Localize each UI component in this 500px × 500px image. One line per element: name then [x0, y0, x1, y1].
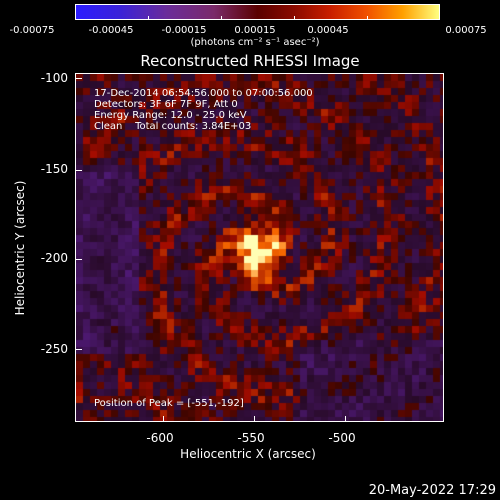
- plot-date-stamp: 20-May-2022 17:29: [368, 483, 496, 498]
- y-axis-tick: [76, 78, 82, 79]
- y-tick-label: -150: [40, 162, 68, 176]
- x-axis-tick: [163, 416, 164, 421]
- x-tick-label: -600: [146, 431, 174, 445]
- colorbar-tick-label: -0.00015: [161, 25, 207, 36]
- annotation-time: 17-Dec-2014 06:54:56.000 to 07:00:56.000: [94, 88, 313, 99]
- y-axis-tick: [76, 349, 82, 350]
- colorbar-tick-label: 0.00015: [234, 25, 276, 36]
- image-plot[interactable]: 17-Dec-2014 06:54:56.000 to 07:00:56.000…: [75, 73, 444, 422]
- annotation-detectors: Detectors: 3F 6F 7F 9F, Att 0: [94, 99, 238, 110]
- colorbar-tick: [148, 16, 149, 20]
- x-tick-label: -500: [328, 431, 356, 445]
- y-axis-tick: [76, 170, 82, 171]
- y-axis-tick: [76, 259, 82, 260]
- plot-title: Reconstructed RHESSI Image: [140, 52, 360, 70]
- y-axis-label: Heliocentric Y (arcsec): [13, 180, 27, 316]
- annotation-counts: Clean Total counts: 3.84E+03: [94, 121, 252, 132]
- x-axis-tick: [254, 416, 255, 421]
- colorbar-units: (photons cm⁻² s⁻¹ asec⁻²): [190, 37, 320, 48]
- colorbar-tick-label: -0.00045: [88, 25, 134, 36]
- colorbar-tick-label: -0.00075: [9, 25, 55, 36]
- rhessi-image-map: [76, 74, 443, 421]
- x-tick-label: -550: [237, 431, 265, 445]
- y-tick-label: -100: [40, 71, 68, 85]
- colorbar: [75, 4, 440, 20]
- x-axis-tick: [345, 416, 346, 421]
- colorbar-tick-label: 0.00075: [445, 25, 487, 36]
- y-tick-label: -200: [40, 251, 68, 265]
- colorbar-tick: [221, 16, 222, 20]
- y-tick-label: -250: [40, 342, 68, 356]
- annotation-peak: Position of Peak = [-551,-192]: [94, 398, 244, 409]
- colorbar-tick-label: 0.00045: [307, 25, 349, 36]
- colorbar-tick: [439, 16, 440, 20]
- colorbar-tick: [367, 16, 368, 20]
- colorbar-tick: [75, 16, 76, 20]
- colorbar-tick: [294, 16, 295, 20]
- x-axis-label: Heliocentric X (arcsec): [180, 447, 316, 461]
- annotation-energy: Energy Range: 12.0 - 25.0 keV: [94, 110, 247, 121]
